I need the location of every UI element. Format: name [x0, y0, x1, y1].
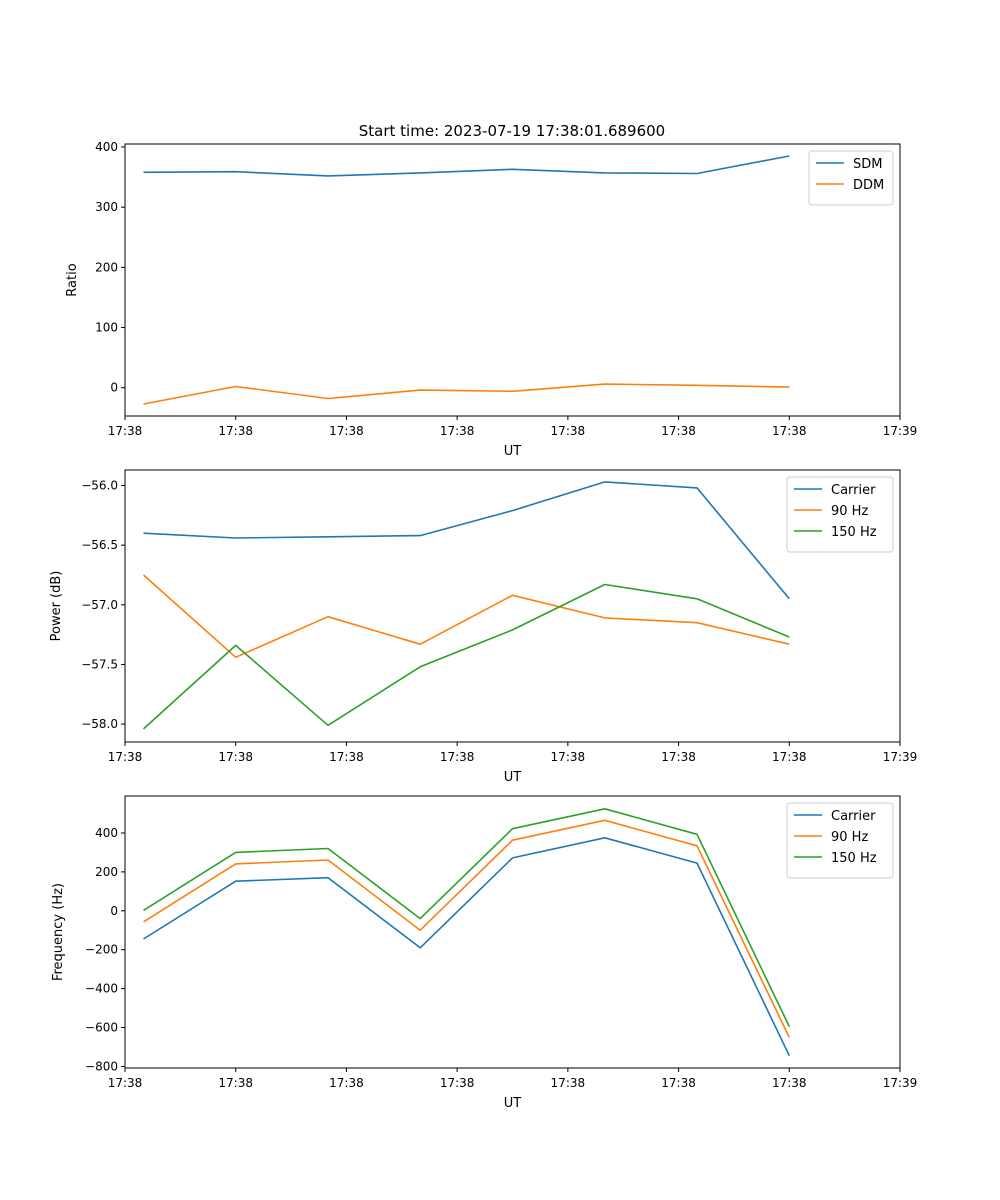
- x-tick-label: 17:38: [218, 424, 253, 438]
- series-line-ddm: [143, 383, 790, 405]
- legend-label: 150 Hz: [831, 525, 877, 540]
- y-axis-label: Frequency (Hz): [51, 883, 66, 981]
- series-line-90-hz: [142, 574, 790, 659]
- y-tick-label: 400: [95, 826, 118, 840]
- x-tick-label: 17:39: [883, 750, 918, 764]
- x-tick-label: 17:38: [772, 424, 807, 438]
- legend-label: SDM: [853, 157, 882, 172]
- x-axis-label: UT: [504, 444, 522, 459]
- x-tick-label: 17:38: [440, 424, 475, 438]
- y-axis-label: Power (dB): [49, 571, 64, 642]
- y-tick-label: 0: [110, 904, 118, 918]
- x-tick-label: 17:38: [108, 750, 143, 764]
- y-tick-label: −57.0: [81, 598, 118, 612]
- subplots: 17:38 17:38 17:38 17:38 17:38 17:38 17:38 17:39…: [49, 140, 917, 1111]
- series-line-90-hz: [143, 819, 791, 1038]
- x-tick-label: 17:38: [329, 424, 364, 438]
- y-tick-label: 200: [95, 865, 118, 879]
- legend: Carrier 90 Hz 150 Hz: [786, 476, 894, 553]
- axes-frame: [124, 143, 901, 417]
- x-tick-label: 17:38: [329, 750, 364, 764]
- x-tick-label: 17:39: [883, 1076, 918, 1090]
- x-tick-label: 17:38: [329, 1076, 364, 1090]
- x-tick-label: 17:38: [551, 424, 586, 438]
- subplot-2: 17:38 17:38 17:38 17:38 17:38 17:38 17:38 17:39…: [49, 469, 918, 785]
- legend-box: [786, 802, 894, 879]
- x-tick-label: 17:38: [218, 750, 253, 764]
- x-tick-label: 17:38: [772, 750, 807, 764]
- x-tick-label: 17:38: [661, 750, 696, 764]
- figure-title: Start time: 2023-07-19 17:38:01.689600: [359, 122, 665, 140]
- x-tick-label: 17:38: [440, 750, 475, 764]
- y-axis-label: Ratio: [65, 263, 80, 296]
- legend-box: [808, 150, 894, 206]
- x-tick-label: 17:38: [661, 1076, 696, 1090]
- y-tick-label: −56.5: [81, 538, 118, 552]
- series-line-150-hz: [142, 583, 790, 730]
- x-tick-label: 17:38: [108, 424, 143, 438]
- x-tick-label: 17:38: [551, 1076, 586, 1090]
- x-tick-label: 17:38: [440, 1076, 475, 1090]
- series-line-sdm: [143, 155, 790, 177]
- subplot-1: 17:38 17:38 17:38 17:38 17:38 17:38 17:38 17:39…: [65, 140, 917, 459]
- y-tick-label: −800: [85, 1059, 118, 1073]
- y-tick-label: −57.5: [81, 657, 118, 671]
- y-tick-label: −600: [85, 1021, 118, 1035]
- legend-box: [786, 476, 894, 553]
- y-tick-label: 400: [95, 140, 118, 154]
- axes-frame: [124, 795, 901, 1069]
- y-tick-label: 200: [95, 260, 118, 274]
- y-tick-label: −56.0: [81, 479, 118, 493]
- y-tick-label: 300: [95, 200, 118, 214]
- series-line-carrier: [143, 836, 791, 1057]
- legend-label: Carrier: [831, 809, 876, 824]
- legend-label: 90 Hz: [831, 830, 868, 845]
- y-tick-label: −58.0: [81, 717, 118, 731]
- x-tick-label: 17:38: [661, 424, 696, 438]
- legend: SDM DDM: [808, 150, 894, 206]
- x-tick-label: 17:38: [772, 1076, 807, 1090]
- axes-frame: [124, 469, 901, 743]
- x-tick-label: 17:38: [218, 1076, 253, 1090]
- y-tick-label: 100: [95, 321, 118, 335]
- legend: Carrier 90 Hz 150 Hz: [786, 802, 894, 879]
- legend-label: 150 Hz: [831, 851, 877, 866]
- x-axis-label: UT: [504, 770, 522, 785]
- x-tick-label: 17:38: [551, 750, 586, 764]
- x-axis-label: UT: [504, 1096, 522, 1111]
- y-tick-label: −400: [85, 982, 118, 996]
- series-line-carrier: [143, 481, 790, 600]
- x-tick-label: 17:38: [108, 1076, 143, 1090]
- series-line-150-hz: [143, 807, 791, 1027]
- y-tick-label: 0: [110, 381, 118, 395]
- subplot-3: 17:38 17:38 17:38 17:38 17:38 17:38 17:38 17:39…: [51, 795, 918, 1111]
- legend-label: Carrier: [831, 483, 876, 498]
- legend-label: DDM: [853, 178, 884, 193]
- x-tick-label: 17:39: [883, 424, 918, 438]
- legend-label: 90 Hz: [831, 504, 868, 519]
- y-tick-label: −200: [85, 943, 118, 957]
